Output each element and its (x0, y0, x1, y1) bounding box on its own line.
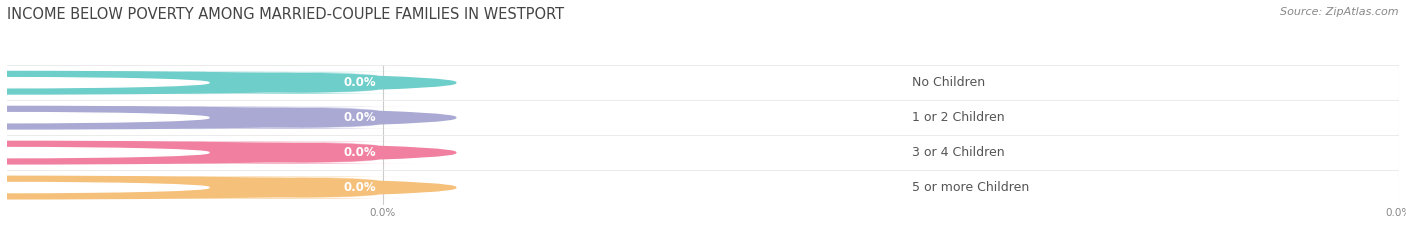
Circle shape (0, 176, 456, 199)
Text: 0.0%: 0.0% (343, 146, 375, 159)
Circle shape (0, 182, 209, 193)
Text: INCOME BELOW POVERTY AMONG MARRIED-COUPLE FAMILIES IN WESTPORT: INCOME BELOW POVERTY AMONG MARRIED-COUPL… (7, 7, 564, 22)
Circle shape (0, 72, 456, 94)
Text: 3 or 4 Children: 3 or 4 Children (911, 146, 1004, 159)
FancyBboxPatch shape (11, 177, 378, 199)
Text: 5 or more Children: 5 or more Children (911, 181, 1029, 194)
FancyBboxPatch shape (184, 107, 419, 129)
Circle shape (0, 113, 209, 123)
Text: 0.0%: 0.0% (343, 181, 375, 194)
Circle shape (0, 78, 209, 88)
FancyBboxPatch shape (11, 72, 378, 94)
Text: 0.0%: 0.0% (343, 76, 375, 89)
FancyBboxPatch shape (11, 142, 378, 164)
Text: 0.0%: 0.0% (343, 111, 375, 124)
FancyBboxPatch shape (11, 107, 378, 129)
FancyBboxPatch shape (184, 72, 419, 94)
FancyBboxPatch shape (184, 177, 419, 199)
Circle shape (0, 106, 456, 129)
Text: Source: ZipAtlas.com: Source: ZipAtlas.com (1281, 7, 1399, 17)
Circle shape (0, 147, 209, 158)
Text: 1 or 2 Children: 1 or 2 Children (911, 111, 1004, 124)
FancyBboxPatch shape (184, 142, 419, 164)
Circle shape (0, 141, 456, 164)
Text: No Children: No Children (911, 76, 984, 89)
